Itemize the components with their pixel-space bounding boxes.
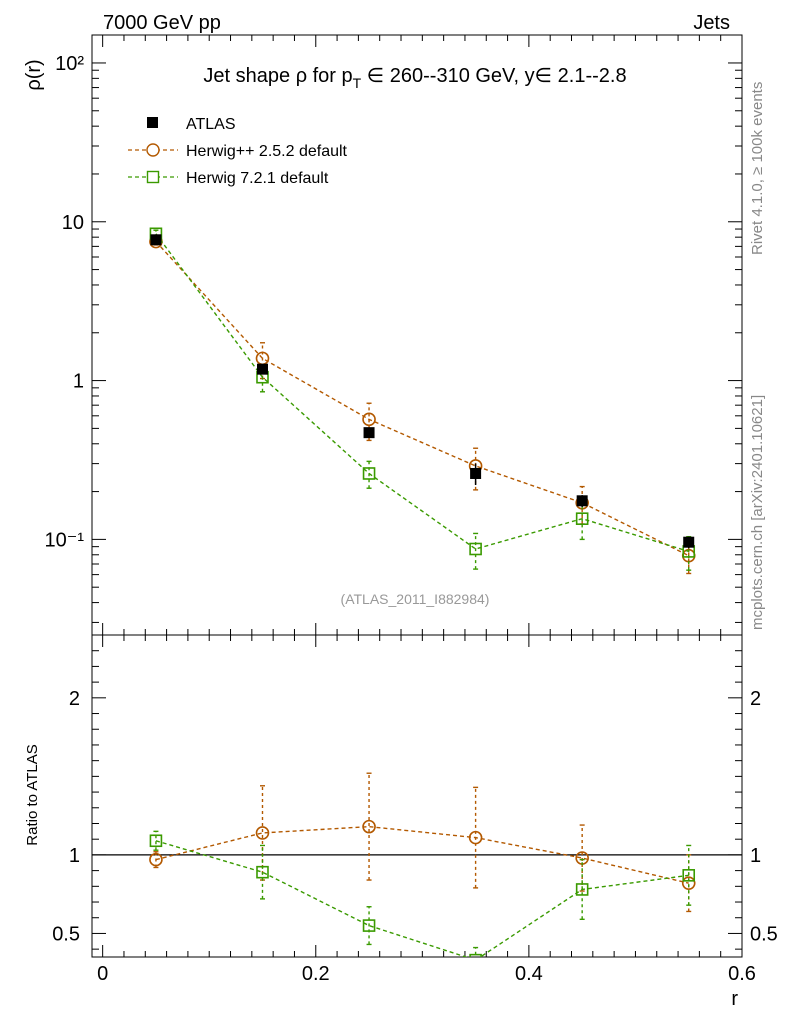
main-data-point bbox=[362, 467, 376, 480]
ratio-y-tick-label-right: 0.5 bbox=[750, 923, 778, 945]
legend: ATLAS Herwig++ 2.5.2 default Herwig 7.2.… bbox=[128, 116, 348, 187]
main-data-point bbox=[362, 412, 376, 427]
ratio-y-tick-label-right: 1 bbox=[750, 845, 761, 867]
x-tick-label: 0.2 bbox=[302, 963, 330, 985]
legend-label-herwig7: Herwig 7.2.1 default bbox=[186, 170, 329, 187]
main-data-point bbox=[150, 234, 162, 246]
main-data-point bbox=[255, 351, 270, 366]
ratio-data-point bbox=[682, 869, 696, 882]
ratio-y-tick-label: 0.5 bbox=[52, 923, 80, 945]
legend-entry-atlas: ATLAS bbox=[147, 116, 236, 133]
ratio-y-tick-label: 2 bbox=[69, 688, 80, 710]
analysis-watermark: (ATLAS_2011_I882984) bbox=[341, 591, 490, 607]
ratio-data-point bbox=[362, 919, 376, 932]
main-data-point bbox=[575, 512, 589, 525]
legend-entry-herwigpp: Herwig++ 2.5.2 default bbox=[128, 143, 348, 160]
category-label: Jets bbox=[693, 12, 730, 34]
main-axes: 10⁻¹ 1 10 10² bbox=[45, 35, 743, 635]
main-series-line bbox=[155, 241, 690, 557]
ratio-y-tick-label-right: 2 bbox=[750, 688, 761, 710]
main-y-tick-label: 1 bbox=[73, 371, 84, 393]
ratio-y-tick-label: 1 bbox=[69, 845, 80, 867]
main-series-line bbox=[155, 233, 689, 553]
ratio-y-axis-label: Ratio to ATLAS bbox=[24, 744, 41, 845]
ratio-panel-frame bbox=[91, 634, 743, 958]
main-data-point bbox=[363, 427, 375, 439]
legend-marker-herwig7 bbox=[146, 170, 160, 184]
rivet-label: Rivet 4.1.0, ≥ 100k events bbox=[749, 82, 766, 255]
ratio-data-point bbox=[149, 834, 163, 848]
main-data-point bbox=[683, 536, 695, 548]
ratio-data-point bbox=[362, 819, 376, 834]
ratio-data-point bbox=[681, 876, 696, 890]
main-y-tick-label: 10² bbox=[55, 53, 84, 75]
legend-label-herwigpp: Herwig++ 2.5.2 default bbox=[186, 143, 348, 160]
main-series-layer bbox=[149, 227, 696, 575]
x-tick-label: 0.4 bbox=[515, 963, 543, 985]
ratio-data-point bbox=[255, 826, 270, 840]
legend-label-atlas: ATLAS bbox=[186, 116, 236, 133]
main-title: Jet shape ρ for pT ∈ 260--310 GeV, y∈ 2.… bbox=[203, 65, 626, 91]
legend-marker-herwigpp bbox=[146, 143, 160, 157]
ratio-axes: 0 0.2 0.4 0.6 0.5 0.5 1 1 2 2 bbox=[52, 634, 778, 985]
main-data-point bbox=[576, 495, 588, 507]
main-y-tick-label: 10 bbox=[62, 212, 84, 234]
ratio-data-point bbox=[575, 851, 589, 865]
energy-label: 7000 GeV pp bbox=[103, 12, 221, 34]
ratio-data-point bbox=[468, 830, 483, 845]
x-tick-label: 0.6 bbox=[728, 963, 756, 985]
ratio-series-layer bbox=[149, 772, 696, 957]
main-y-tick-label: 10⁻¹ bbox=[45, 529, 85, 551]
ratio-series-line bbox=[155, 840, 689, 957]
main-data-point bbox=[256, 363, 268, 375]
ratio-series-line bbox=[155, 825, 689, 884]
legend-marker-atlas bbox=[147, 117, 158, 128]
legend-entry-herwig7: Herwig 7.2.1 default bbox=[128, 170, 329, 187]
x-tick-label: 0 bbox=[97, 963, 108, 985]
mcplots-label: mcplots.cern.ch [arXiv:2401.10621] bbox=[749, 395, 766, 630]
ratio-data-point bbox=[256, 865, 269, 879]
ratio-data-point bbox=[469, 953, 482, 957]
main-data-point bbox=[470, 467, 482, 479]
main-data-point bbox=[469, 542, 482, 556]
main-y-axis-label: ρ(r) bbox=[23, 59, 45, 90]
ratio-data-point bbox=[575, 883, 589, 896]
x-axis-label: r bbox=[731, 988, 738, 1010]
ratio-data-point bbox=[149, 852, 163, 867]
